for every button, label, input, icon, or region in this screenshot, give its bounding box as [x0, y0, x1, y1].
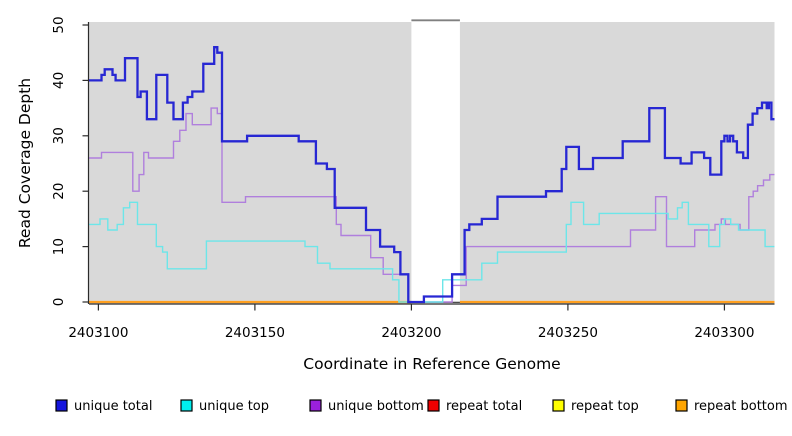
legend-item-unique-total: unique total	[55, 399, 152, 414]
y-tick-label: 0	[51, 298, 67, 307]
legend-label: repeat top	[571, 399, 639, 414]
legend-label: unique bottom	[328, 399, 424, 414]
x-tick-label: 2403250	[538, 325, 598, 341]
legend-swatch	[552, 399, 565, 412]
x-tick-label: 2403150	[225, 325, 285, 341]
legend-item-repeat-bottom: repeat bottom	[675, 399, 788, 414]
unique-series-layer	[89, 46, 775, 304]
y-tick-label: 30	[51, 127, 67, 144]
legend-swatch	[309, 399, 322, 412]
axes: 2403100 2403150 2403200 2403250 2403300 0 10 20…	[51, 16, 775, 341]
legend-swatch	[675, 399, 688, 412]
legend-item-unique-bottom: unique bottom	[309, 399, 424, 414]
legend-label: repeat total	[446, 399, 522, 414]
legend: unique total unique top unique bottom repea…	[55, 399, 788, 414]
legend-label: unique total	[74, 399, 152, 414]
legend-item-unique-top: unique top	[180, 399, 269, 414]
y-tick-label: 40	[51, 72, 67, 89]
series-unique-bottom	[89, 107, 775, 303]
y-tick-label: 10	[51, 238, 67, 255]
legend-label: repeat bottom	[694, 399, 788, 414]
x-tick-label: 2403300	[694, 325, 754, 341]
legend-swatch	[55, 399, 68, 412]
legend-label: unique top	[199, 399, 269, 414]
legend-swatch	[427, 399, 440, 412]
legend-item-repeat-top: repeat top	[552, 399, 639, 414]
masked-band-rect	[411, 19, 460, 304]
y-tick-label: 20	[51, 183, 67, 200]
y-axis-title: Read Coverage Depth	[16, 78, 34, 248]
x-axis-title: Coordinate in Reference Genome	[303, 355, 560, 373]
legend-swatch	[180, 399, 193, 412]
x-tick-label: 2403200	[381, 325, 441, 341]
legend-item-repeat-total: repeat total	[427, 399, 522, 414]
masked-repeat-region	[411, 19, 460, 304]
series-unique-total	[89, 46, 775, 304]
x-tick-label: 2403100	[68, 325, 128, 341]
series-unique-top	[89, 201, 775, 303]
y-tick-label: 50	[51, 16, 67, 33]
